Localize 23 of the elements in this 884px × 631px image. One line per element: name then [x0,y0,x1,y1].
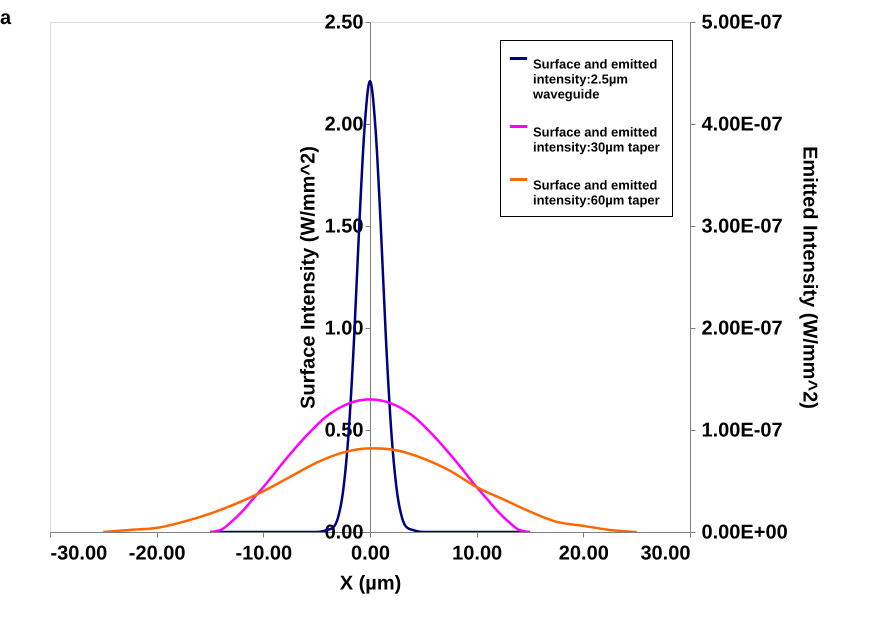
y2-tick-label: 3.00E-07 [702,216,783,238]
legend-label: Surface and emitted intensity:2.5µm waveguide [532,56,658,102]
x-tick-label: -10.00 [235,542,292,564]
x-tick-label: 30.00 [640,542,690,564]
y2-tick-label: 0.00E+00 [702,522,788,544]
y2-tick-label: 4.00E-07 [702,114,783,136]
y-tick-label: 2.00 [324,114,364,136]
legend-label: Surface and emitted intensity:60µm taper [533,178,660,208]
legend-label: Surface and emitted intensity:30µm taper [533,124,660,154]
y2-tick-label: 1.00E-07 [702,420,783,442]
x-tick-label: -20.00 [128,542,186,564]
x-tick-label: 20.00 [558,542,609,564]
y2-tick-label: 2.00E-07 [702,318,783,340]
y-tick-label: 2.50 [324,12,364,34]
y2-tick-label: 5.00E-07 [702,12,783,34]
x-tick-label: 0.00 [351,542,390,564]
y2-axis-title: Emitted Intensity (W/mm^2) [798,146,821,409]
x-axis-title: X (µm) [340,572,402,594]
x-tick-label: -30.00 [50,542,108,564]
y-tick-label: 0.00 [324,522,364,544]
x-tick-label: 10.00 [452,542,502,564]
y-axis-title: Surface Intensity (W/mm^2) [298,146,320,409]
text: a [0,7,12,29]
